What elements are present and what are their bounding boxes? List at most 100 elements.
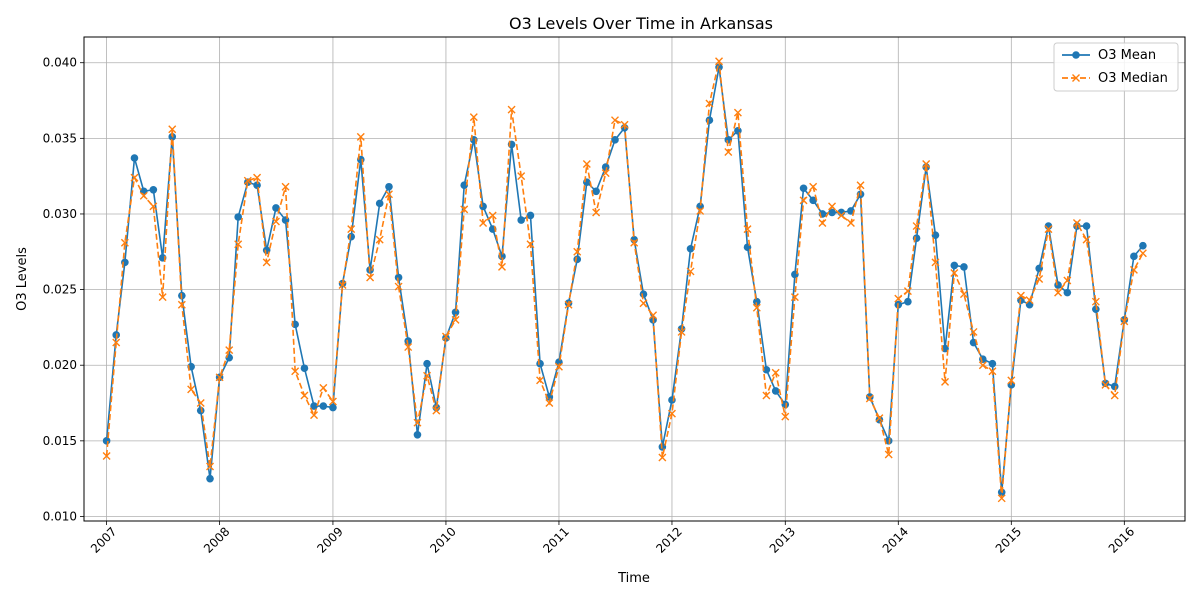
median-data-point: [460, 205, 469, 214]
grid-lines: [84, 37, 1185, 521]
median-data-point: [1054, 288, 1063, 297]
legend-median-marker: [1072, 74, 1080, 82]
mean-data-point: [272, 204, 280, 212]
median-data-point: [677, 327, 686, 336]
median-data-point: [724, 147, 733, 156]
median-data-point: [997, 494, 1006, 503]
median-data-point: [441, 332, 450, 341]
median-data-point: [281, 182, 290, 191]
median-data-point: [432, 406, 441, 415]
mean-data-point: [310, 402, 318, 410]
median-data-point: [884, 450, 893, 459]
median-data-point: [959, 290, 968, 299]
mean-data-point: [592, 187, 600, 196]
median-data-point: [356, 132, 365, 141]
median-data-point: [177, 300, 186, 309]
median-data-point: [1035, 275, 1044, 283]
median-data-point: [384, 190, 393, 199]
x-axis-label: Time: [617, 571, 650, 586]
mean-data-point: [526, 211, 535, 220]
median-data-point: [715, 57, 724, 66]
median-data-point: [1101, 380, 1110, 389]
mean-data-point: [734, 126, 742, 135]
median-data-point: [291, 367, 300, 376]
mean-data-point: [319, 402, 328, 410]
median-data-point: [610, 116, 619, 125]
mean-data-point: [1063, 288, 1072, 297]
mean-data-point: [196, 406, 205, 415]
mean-data-point: [1092, 305, 1100, 314]
median-data-point: [582, 160, 591, 169]
mean-data-point: [705, 116, 714, 124]
median-data-point: [413, 418, 422, 427]
mean-data-point: [988, 359, 997, 368]
mean-data-point: [460, 181, 469, 190]
mean-data-point: [253, 181, 261, 190]
median-data-point: [130, 173, 139, 182]
mean-data-point: [799, 184, 808, 193]
median-data-point: [649, 311, 658, 320]
median-data-point: [564, 300, 573, 309]
mean-data-point: [1139, 241, 1147, 250]
median-data-point: [771, 368, 780, 377]
median-data-point: [686, 267, 695, 276]
mean-data-point: [875, 415, 884, 424]
mean-data-point: [329, 403, 337, 412]
mean-data-point: [809, 196, 817, 205]
median-data-point: [696, 206, 705, 215]
median-data-point: [875, 414, 884, 423]
median-data-point: [262, 258, 271, 267]
median-data-point: [102, 451, 111, 460]
median-data-point: [1007, 376, 1016, 385]
mean-data-point: [1110, 382, 1119, 391]
median-data-point: [507, 105, 516, 114]
median-data-point: [139, 191, 148, 200]
chart-title: O3 Levels Over Time in Arkansas: [509, 14, 773, 33]
mean-data-point: [828, 208, 836, 217]
median-data-point: [950, 268, 959, 277]
median-data-point: [517, 172, 526, 181]
median-data-point: [1016, 291, 1025, 300]
mean-data-point: [102, 437, 111, 445]
y-tick-label: 0.010: [43, 509, 77, 523]
median-data-point: [846, 219, 855, 228]
median-data-point: [120, 238, 129, 247]
median-data-point: [865, 394, 874, 403]
mean-data-point: [1054, 281, 1062, 289]
median-data-point: [922, 160, 931, 169]
median-data-point: [497, 262, 506, 271]
median-data-point: [733, 108, 742, 117]
median-data-point: [978, 361, 987, 370]
legend-mean-label: O3 Mean: [1098, 48, 1156, 63]
data-series: [102, 57, 1147, 503]
mean-data-point: [904, 297, 912, 306]
plot-area: [83, 36, 1186, 522]
median-data-point: [404, 343, 413, 352]
mean-data-point: [300, 364, 309, 373]
median-data-point: [168, 125, 177, 134]
median-data-point: [338, 281, 347, 290]
median-data-point: [310, 411, 319, 420]
mean-data-point: [130, 154, 139, 162]
median-data-point: [488, 211, 497, 220]
median-data-point: [856, 181, 865, 190]
median-data-point: [479, 219, 488, 228]
median-data-point: [300, 391, 309, 400]
y-tick-label: 0.020: [43, 358, 77, 372]
median-data-point: [809, 182, 818, 191]
mean-data-point: [639, 290, 648, 298]
mean-data-point: [479, 202, 487, 211]
mean-data-point: [950, 261, 959, 270]
y-tick-label: 0.025: [43, 283, 77, 297]
median-data-point: [592, 208, 601, 217]
y-tick-label: 0.030: [43, 207, 77, 221]
median-data-point: [1072, 219, 1081, 228]
mean-data-point: [536, 359, 544, 368]
mean-data-point: [375, 199, 384, 208]
median-data-point: [941, 377, 950, 386]
mean-data-point: [1101, 379, 1110, 388]
y-tick-label: 0.040: [43, 56, 77, 70]
median-data-point: [526, 240, 535, 249]
median-data-point: [469, 113, 478, 122]
